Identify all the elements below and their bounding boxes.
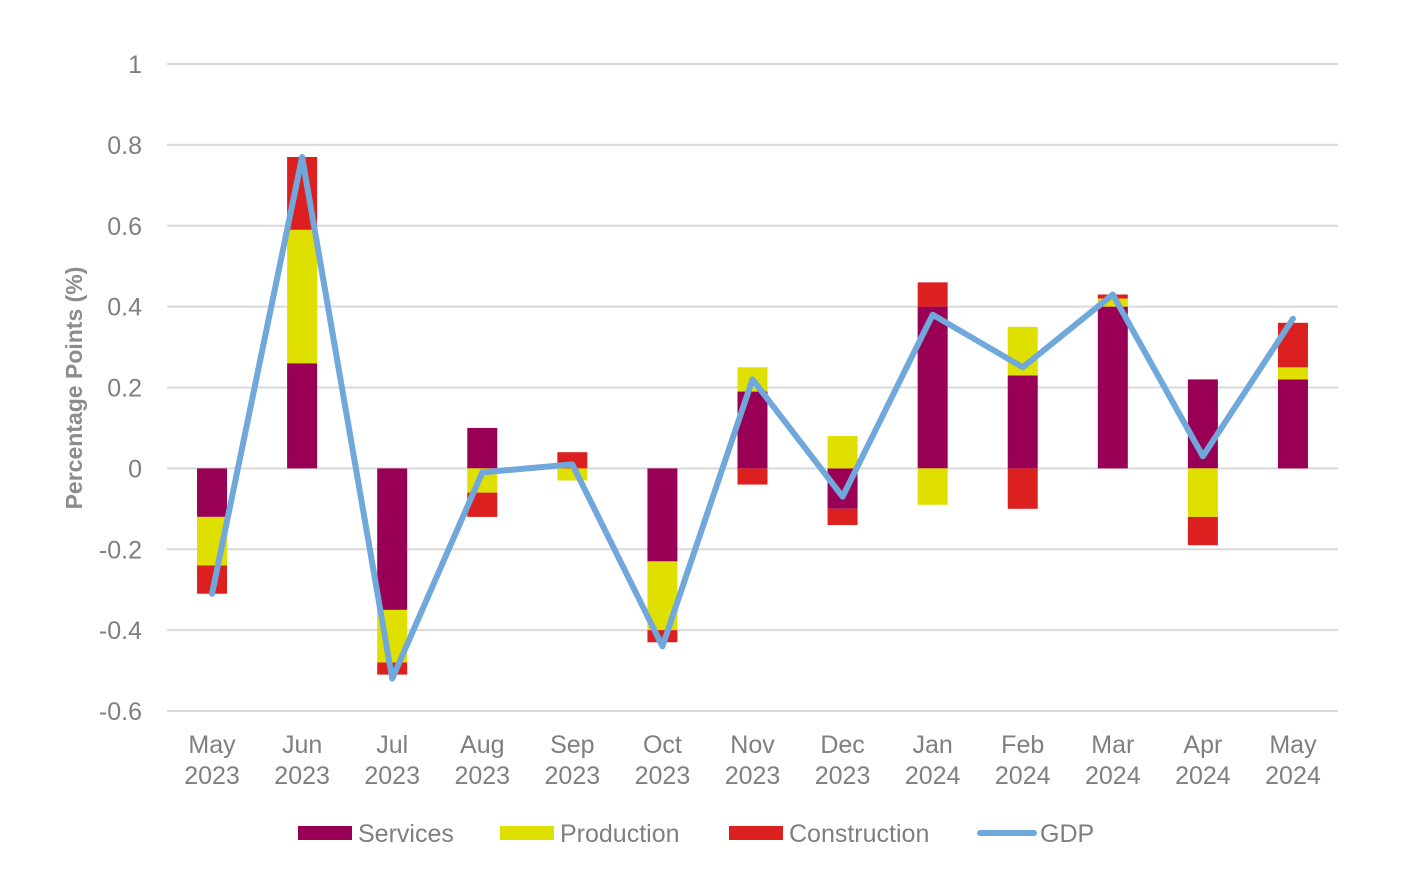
bar-services [647,468,678,562]
bar-services [287,363,318,469]
bar-services [467,427,498,469]
y-axis-label: Percentage Points (%) [61,267,87,510]
bar-services [377,468,408,610]
legend-label: Services [358,820,454,848]
x-tick-label: Jan 2024 [905,731,961,790]
legend-item-construction: Construction [729,820,929,848]
bar-services [1007,375,1038,469]
line-gdp [209,154,1296,682]
y-tick-label: 0.6 [107,213,142,241]
bar-production [827,436,858,469]
bar-production [917,468,948,505]
legend-item-production: Production [500,820,680,848]
y-tick-label: 0 [128,455,142,483]
legend-swatch [500,826,554,840]
x-tick-label: Jun 2023 [274,731,330,790]
y-tick-label: 0.4 [107,294,142,322]
x-axis-categories: May 2023 Jun 2023 Jul 2023 Aug 2023 Sep 2023 Oct 20… [184,731,1321,790]
x-tick-label: Nov 2023 [725,731,781,790]
y-tick-label: -0.2 [99,536,142,564]
y-tick-label: 0.2 [107,375,142,403]
bar-construction [917,282,948,307]
legend: Services Production Construction GDP [298,820,1094,848]
y-tick-label: -0.4 [99,617,142,645]
y-axis-ticks: -0.6 -0.4 -0.2 0 0.2 0.4 0.6 0.8 1 [99,51,142,726]
gdp-line-layer [209,154,1296,682]
bar-construction [737,468,768,485]
y-tick-label: 1 [128,51,142,79]
y-tick-label: -0.6 [99,698,142,726]
bar-services [1277,379,1308,469]
legend-swatch [298,826,352,840]
legend-item-services: Services [298,820,454,848]
x-tick-label: Sep 2023 [545,731,601,790]
x-tick-label: Feb 2024 [995,731,1051,790]
bar-services [1097,306,1128,469]
bar-construction [1007,468,1038,509]
legend-swatch [729,826,783,840]
x-tick-label: Apr 2024 [1175,731,1231,790]
bar-construction [827,508,858,525]
legend-label: Production [560,820,680,848]
legend-label: GDP [1040,820,1094,848]
x-tick-label: Aug 2023 [454,731,510,790]
x-tick-label: Jul 2023 [364,731,420,790]
bar-services [197,468,228,517]
bar-construction [1187,516,1218,546]
legend-item-gdp: GDP [977,820,1094,848]
bars [197,157,1308,675]
y-tick-label: 0.8 [107,132,142,160]
legend-label: Construction [789,820,929,848]
bar-production [1277,367,1308,380]
x-tick-label: May 2023 [184,731,240,790]
bar-production [1097,298,1128,307]
bar-production [287,229,318,364]
x-tick-label: May 2024 [1265,731,1321,790]
x-tick-label: Dec 2023 [815,731,871,790]
bar-production [1187,468,1218,517]
x-tick-label: Mar 2024 [1085,731,1141,790]
x-tick-label: Oct 2023 [635,731,691,790]
